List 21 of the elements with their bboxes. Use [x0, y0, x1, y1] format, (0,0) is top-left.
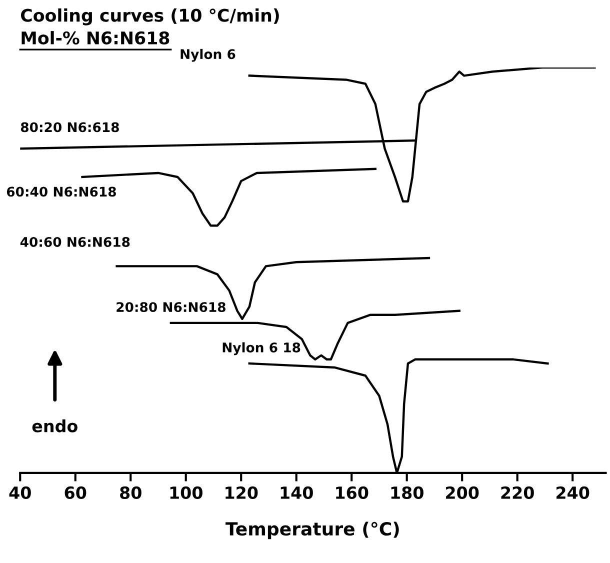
series-label: 60:40 N6:N618 [6, 186, 116, 197]
x-axis-title: Temperature (°C) [226, 522, 399, 540]
x-tick-label: 220 [501, 486, 534, 500]
x-tick-label: 60 [64, 486, 86, 500]
x-tick-label: 200 [446, 486, 479, 500]
chart-subtitle: Mol-% N6:N618 [22, 31, 170, 44]
annotation: endo [32, 419, 78, 432]
x-tick-label: 80 [120, 486, 142, 500]
series-label: 20:80 N6:N618 [116, 302, 226, 312]
series-label: 40:60 N6:N618 [20, 236, 130, 247]
x-tick-label: 140 [280, 486, 313, 500]
series-label: Nylon 6 [180, 48, 236, 62]
series-label: Nylon 6 18 [222, 342, 300, 356]
x-tick-label: 180 [391, 486, 424, 500]
x-tick-label: 240 [556, 486, 590, 500]
x-tick-label: 40 [9, 486, 31, 500]
series-label: 80:20 N6:618 [20, 122, 119, 132]
x-tick-label: 100 [170, 486, 202, 500]
x-tick-label: 160 [336, 486, 368, 500]
chart-title: Cooling curves (10 °C/min) [20, 8, 279, 26]
x-tick-label: 120 [226, 486, 258, 500]
